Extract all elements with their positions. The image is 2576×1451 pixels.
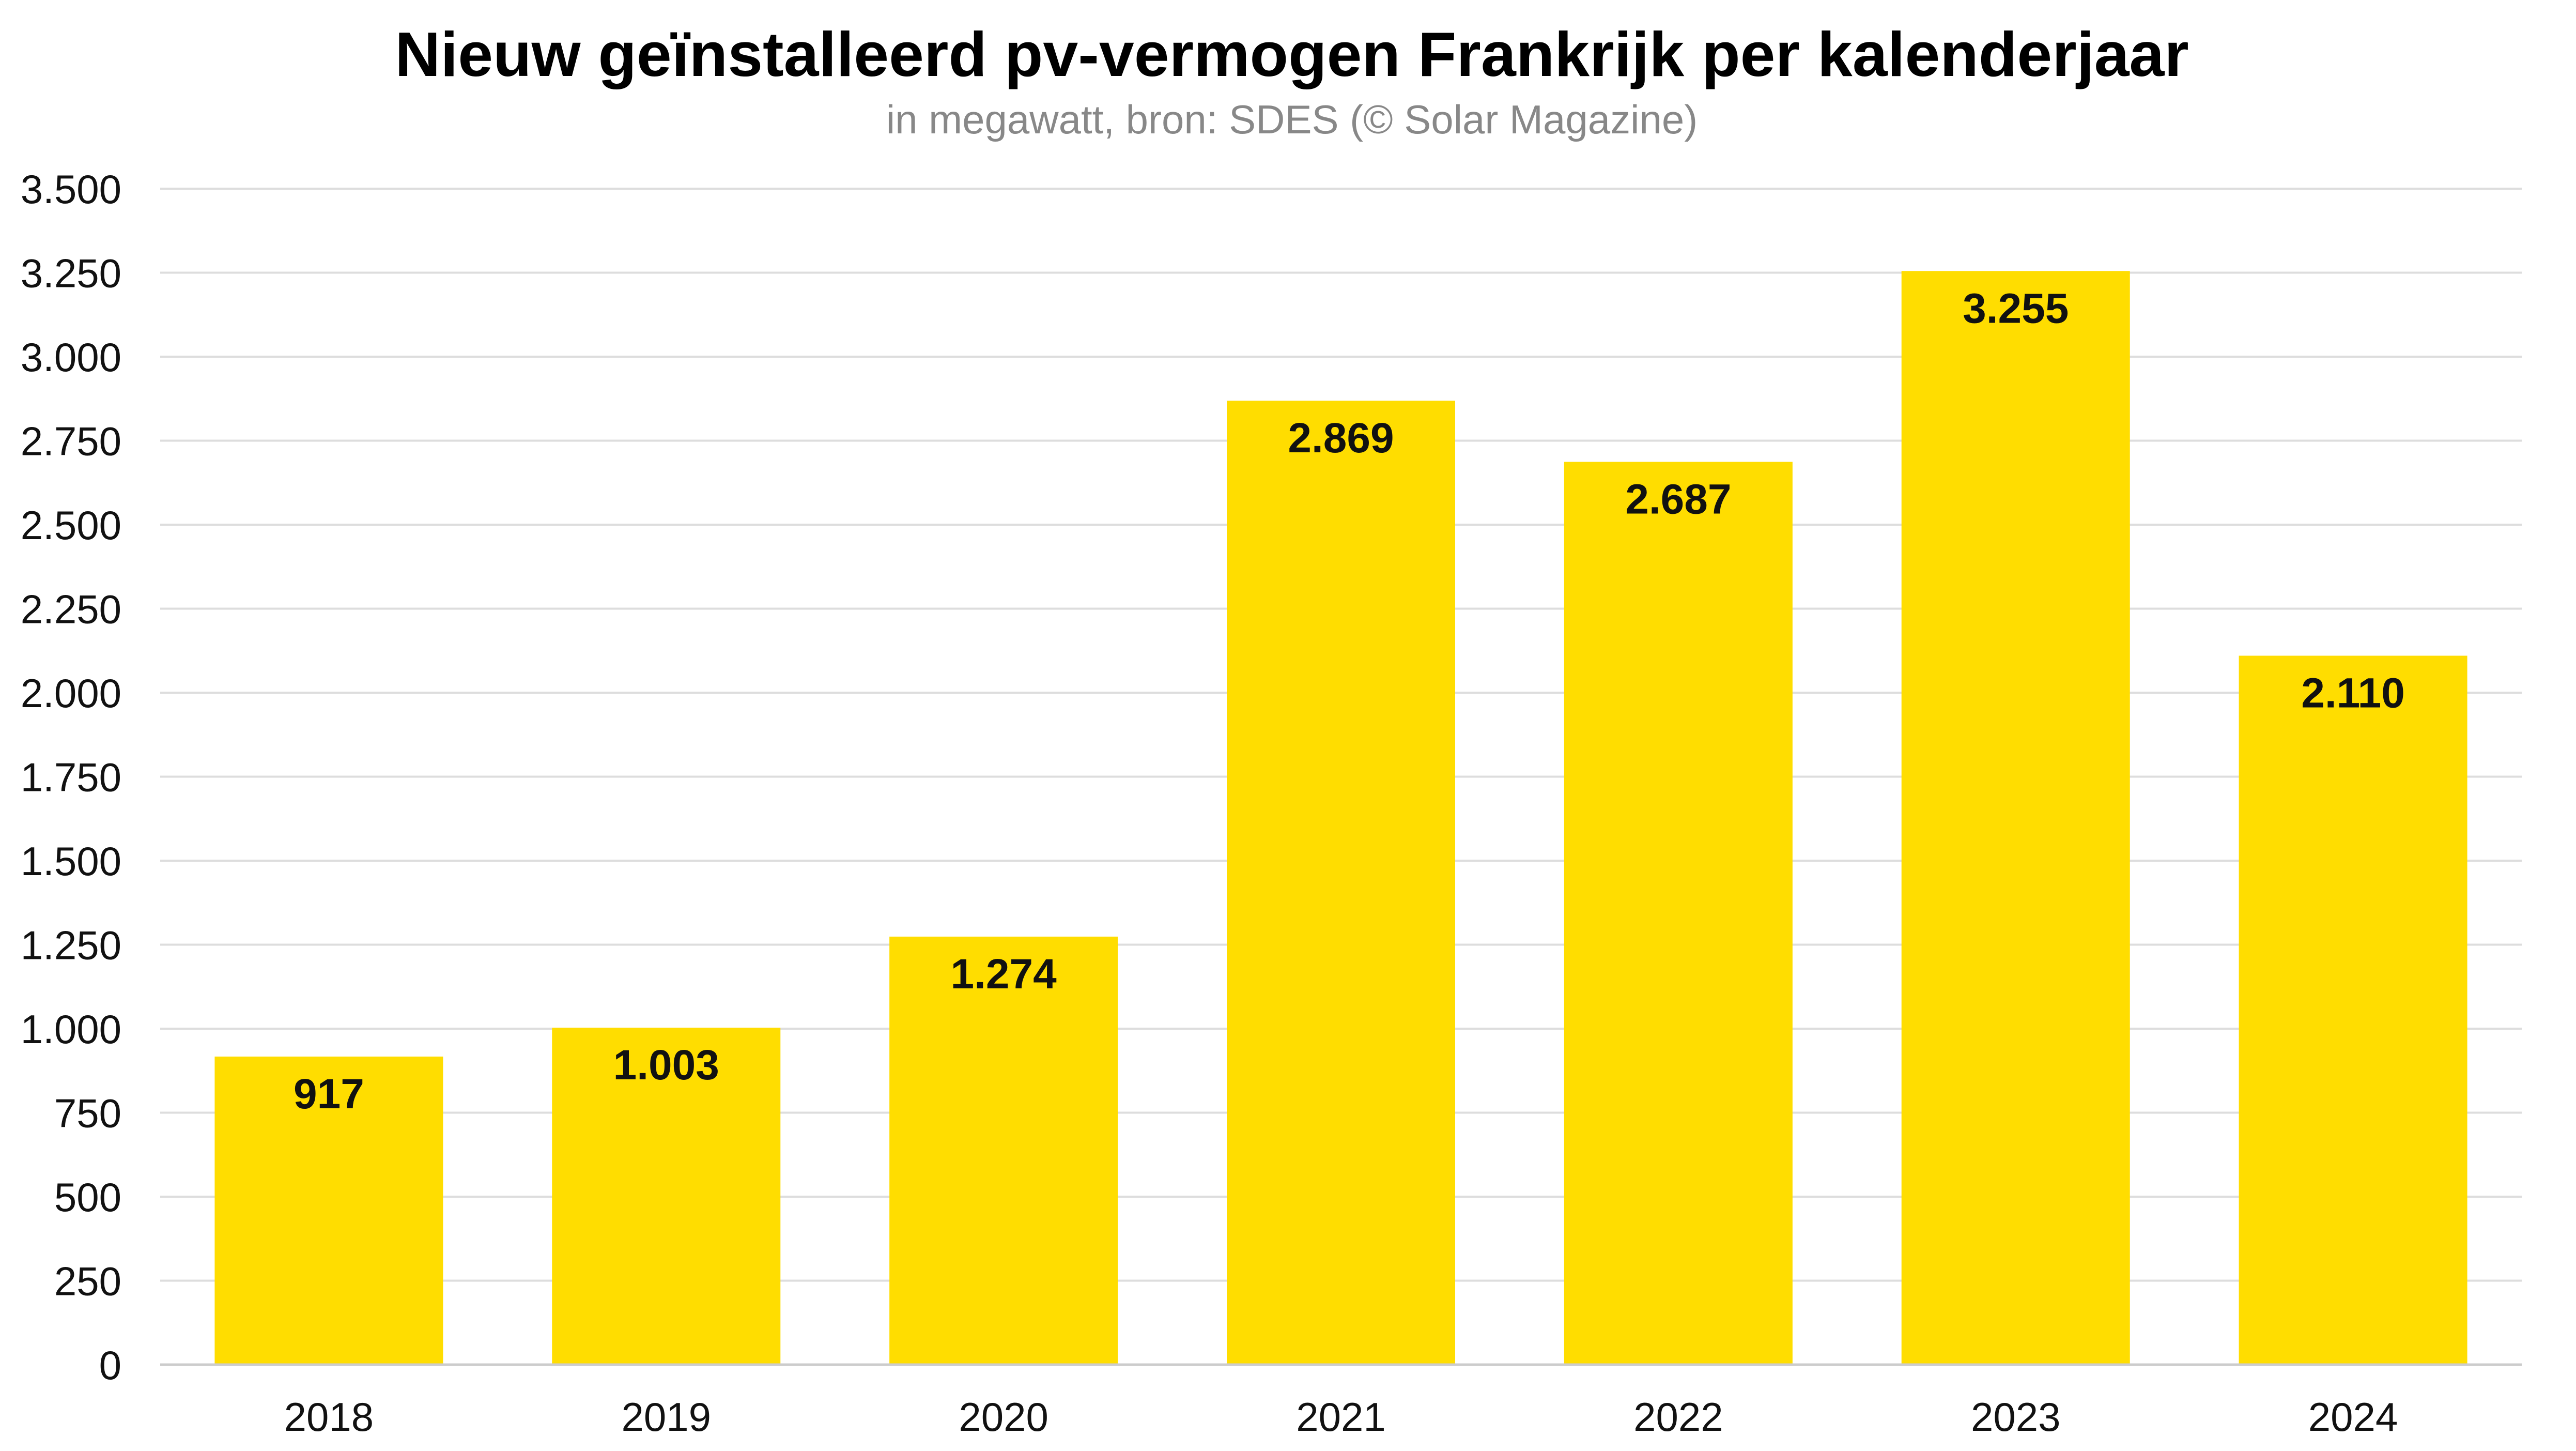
y-tick-label: 3.500 <box>21 166 121 212</box>
data-label-2023: 3.255 <box>1963 285 2069 332</box>
x-tick-label-2024: 2024 <box>2308 1394 2398 1440</box>
bar-2018 <box>214 1056 443 1365</box>
y-tick-label: 1.250 <box>21 923 121 968</box>
x-axis-tick-labels: 2018 2019 2020 2021 2022 2023 2024 <box>284 1394 2398 1440</box>
data-label-2022: 2.687 <box>1625 476 1731 523</box>
data-label-2024: 2.110 <box>2301 670 2405 717</box>
data-label-2018: 917 <box>294 1071 364 1118</box>
y-tick-label: 500 <box>54 1174 121 1220</box>
y-tick-label: 1.500 <box>21 838 121 884</box>
x-tick-label-2023: 2023 <box>1971 1394 2061 1440</box>
bar-2021 <box>1227 401 1455 1365</box>
data-labels: 917 1.003 1.274 2.869 2.687 3.255 2.110 <box>294 285 2405 1118</box>
x-tick-label-2019: 2019 <box>622 1394 712 1440</box>
data-label-2019: 1.003 <box>613 1042 719 1089</box>
bar-2019 <box>552 1028 781 1365</box>
y-tick-label: 1.750 <box>21 755 121 800</box>
bar-2022 <box>1564 462 1793 1365</box>
y-tick-label: 2.500 <box>21 502 121 548</box>
x-tick-label-2020: 2020 <box>959 1394 1048 1440</box>
bar-2023 <box>1901 271 2130 1365</box>
y-tick-label: 1.000 <box>21 1006 121 1052</box>
bar-2024 <box>2239 655 2467 1365</box>
y-tick-label: 3.000 <box>21 334 121 380</box>
y-tick-label: 3.250 <box>21 251 121 296</box>
x-tick-label-2022: 2022 <box>1633 1394 1723 1440</box>
y-tick-label: 250 <box>54 1259 121 1304</box>
bars <box>214 271 2467 1365</box>
y-tick-label: 2.750 <box>21 419 121 464</box>
x-tick-label-2018: 2018 <box>284 1394 374 1440</box>
data-label-2020: 1.274 <box>951 951 1057 998</box>
y-tick-label: 750 <box>54 1091 121 1136</box>
data-label-2021: 2.869 <box>1288 415 1394 462</box>
y-tick-label: 2.250 <box>21 587 121 632</box>
y-axis-tick-labels: 0 250 500 750 1.000 1.250 1.500 1.750 2.000 2.250… <box>21 166 121 1388</box>
bar-2020 <box>889 936 1118 1365</box>
chart-title: Nieuw geïnstalleerd pv-vermogen Frankrij… <box>395 19 2189 89</box>
y-tick-label: 2.000 <box>21 670 121 716</box>
x-tick-label-2021: 2021 <box>1296 1394 1386 1440</box>
y-tick-label: 0 <box>99 1342 121 1388</box>
chart-subtitle: in megawatt, bron: SDES (© Solar Magazin… <box>886 97 1698 142</box>
